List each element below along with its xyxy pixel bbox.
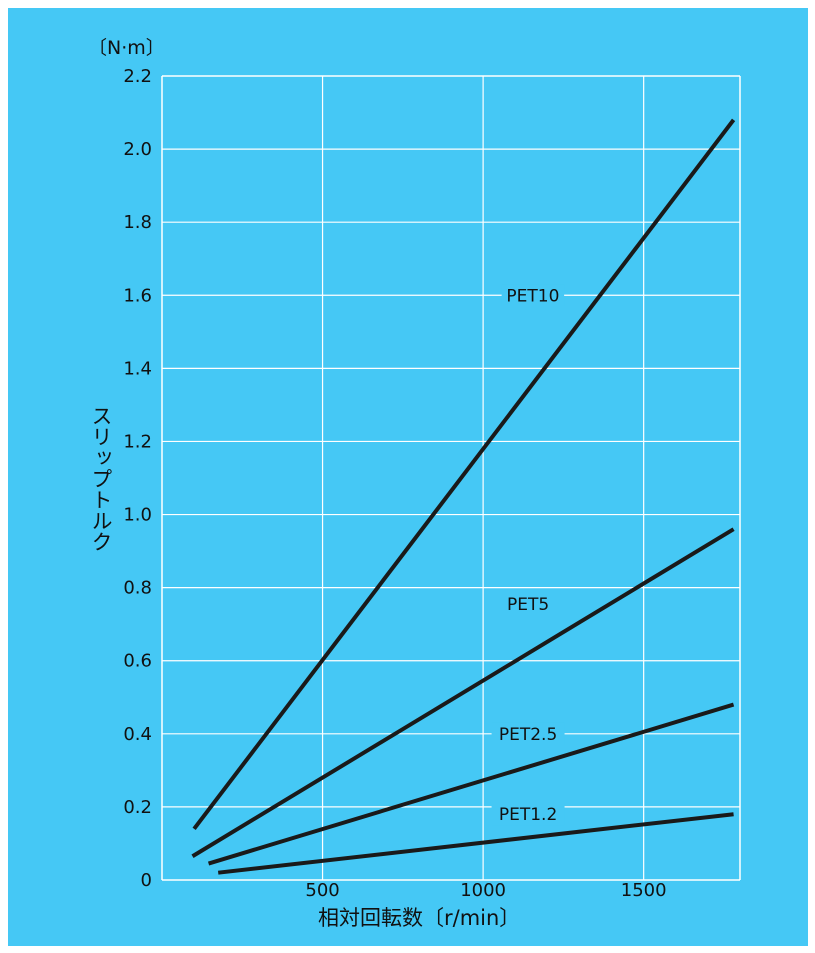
series-label: PET2.5: [499, 725, 557, 745]
y-tick-label: 1.4: [123, 358, 152, 379]
x-tick-label: 1500: [621, 880, 667, 901]
y-axis-label: スリップトルク: [89, 405, 113, 552]
y-tick-label: 0.6: [123, 651, 152, 672]
y-tick-label: 2.0: [123, 139, 152, 160]
series-label-bg: [491, 803, 565, 826]
chart-panel: [8, 8, 808, 946]
series-line: [191, 527, 735, 858]
series-line: [217, 812, 734, 875]
series-label: PET1.2: [499, 805, 557, 825]
y-tick-label: 2.2: [123, 66, 152, 87]
y-tick-label: 0.2: [123, 797, 152, 818]
y-tick-label: 0.8: [123, 578, 152, 599]
series-label-bg: [501, 284, 565, 307]
series-label-bg: [491, 722, 565, 745]
y-tick-label: 1.0: [123, 505, 152, 526]
series-line: [207, 702, 735, 866]
series-label: PET5: [507, 595, 549, 615]
y-tick-label: 1.6: [123, 285, 152, 306]
y-unit-label: 〔N·m〕: [88, 37, 165, 59]
series-line: [192, 118, 736, 831]
y-tick-label: 1.2: [123, 431, 152, 452]
x-axis-label: 相対回転数〔r/min〕: [318, 906, 520, 930]
x-tick-label: 500: [305, 880, 339, 901]
y-tick-label: 1.8: [123, 212, 152, 233]
y-tick-label: 0: [141, 870, 152, 891]
x-tick-label: 1000: [460, 880, 506, 901]
series-label: PET10: [506, 286, 559, 306]
y-tick-label: 0.4: [123, 724, 152, 745]
